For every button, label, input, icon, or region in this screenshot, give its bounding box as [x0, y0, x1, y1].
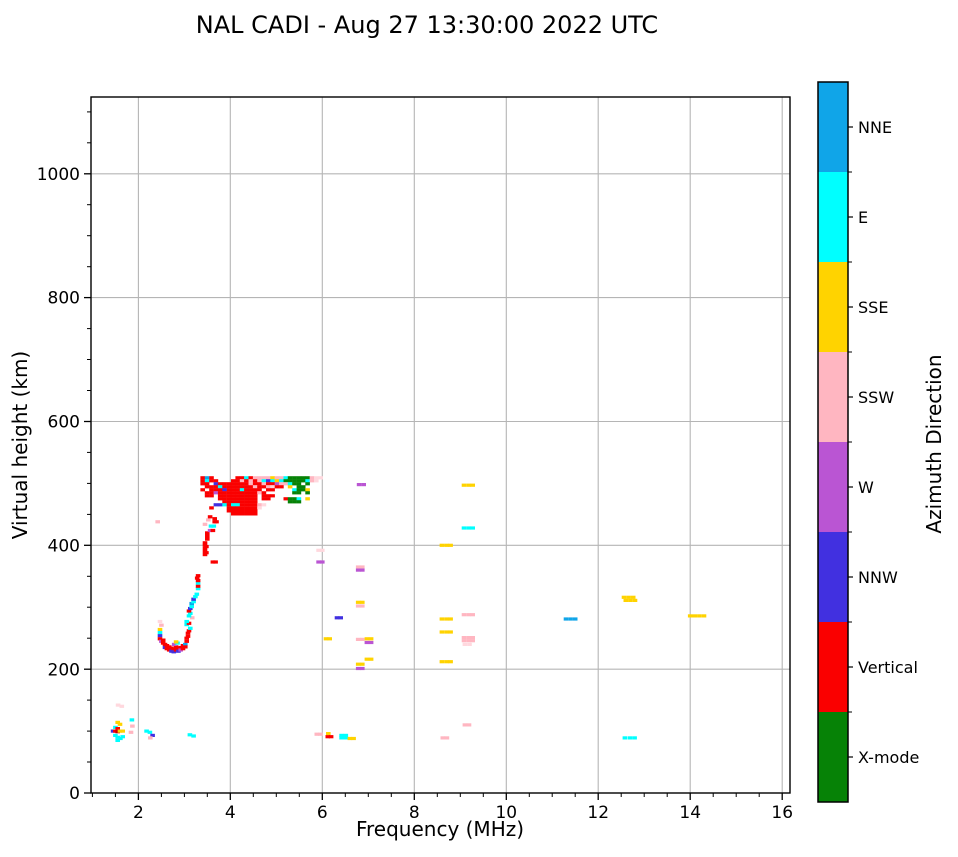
- colorbar-title: Azimuth Direction: [922, 354, 946, 533]
- chart-title: NAL CADI - Aug 27 13:30:00 2022 UTC: [196, 11, 658, 39]
- svg-text:X-mode: X-mode: [858, 748, 919, 767]
- svg-text:200: 200: [48, 660, 80, 680]
- svg-text:8: 8: [409, 803, 420, 823]
- svg-text:4: 4: [225, 803, 236, 823]
- svg-text:Vertical: Vertical: [858, 658, 918, 677]
- y-axis-label: Virtual height (km): [8, 351, 32, 540]
- tick-labels: 2 4 6 8 10 12 14 16 0 200 400 600 800 1000: [37, 165, 793, 823]
- svg-text:14: 14: [679, 803, 701, 823]
- svg-text:16: 16: [771, 803, 793, 823]
- svg-text:6: 6: [317, 803, 328, 823]
- svg-text:800: 800: [48, 289, 80, 309]
- svg-text:2: 2: [133, 803, 144, 823]
- svg-text:12: 12: [587, 803, 609, 823]
- svg-text:W: W: [858, 478, 874, 497]
- svg-text:NNW: NNW: [858, 568, 898, 587]
- svg-text:E: E: [858, 208, 868, 227]
- svg-text:10: 10: [495, 803, 517, 823]
- x-axis-label: Frequency (MHz): [356, 817, 524, 841]
- svg-text:NNE: NNE: [858, 118, 892, 137]
- axis-ticks: [84, 111, 783, 800]
- axes-box: [90, 96, 791, 794]
- svg-text:400: 400: [48, 536, 80, 556]
- azimuth-colorbar: NNE E SSE SSW W NNW Vertical X-mode: [817, 81, 919, 803]
- svg-text:0: 0: [69, 784, 80, 804]
- svg-text:1000: 1000: [37, 165, 80, 185]
- echo-points: [110, 476, 707, 742]
- svg-text:SSE: SSE: [858, 298, 888, 317]
- svg-text:SSW: SSW: [858, 388, 894, 407]
- grid-lines: [91, 97, 790, 793]
- svg-text:600: 600: [48, 413, 80, 433]
